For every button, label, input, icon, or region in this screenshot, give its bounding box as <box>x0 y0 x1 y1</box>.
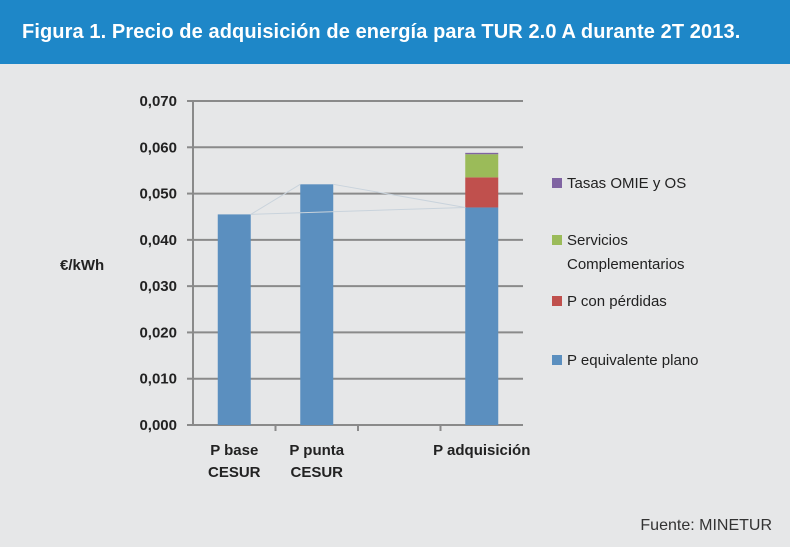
bar-segment <box>465 177 499 208</box>
legend-swatch <box>552 235 562 245</box>
bar-segment <box>465 152 499 155</box>
x-category-label: P punta <box>289 442 344 459</box>
series-line <box>250 183 301 215</box>
y-tick-label: 0,070 <box>139 93 177 110</box>
y-tick-label: 0,030 <box>139 278 177 295</box>
legend-label: Servicios <box>567 232 628 249</box>
series-line <box>333 183 466 208</box>
x-category-label: CESUR <box>290 464 343 481</box>
bar-segment <box>300 184 334 425</box>
y-axis-label: €/kWh <box>60 257 104 274</box>
y-tick-label: 0,060 <box>139 139 177 156</box>
source-note: Fuente: MINETUR <box>640 517 772 534</box>
legend-swatch <box>552 355 562 365</box>
legend-label: P con pérdidas <box>567 293 667 310</box>
legend-swatch <box>552 178 562 188</box>
y-tick-label: 0,040 <box>139 232 177 249</box>
legend-swatch <box>552 296 562 306</box>
figure-header: Figura 1. Precio de adquisición de energ… <box>0 0 790 64</box>
legend-label: Tasas OMIE y OS <box>567 175 686 192</box>
series-line <box>250 206 466 215</box>
y-tick-label: 0,000 <box>139 417 177 434</box>
figure-title: Figura 1. Precio de adquisición de energ… <box>22 20 741 43</box>
bar-segment <box>217 214 251 425</box>
x-category-label: CESUR <box>208 464 261 481</box>
legend-label: Complementarios <box>567 256 685 273</box>
y-tick-label: 0,010 <box>139 371 177 388</box>
legend-label: P equivalente plano <box>567 352 699 369</box>
x-category-label: P base <box>210 442 258 459</box>
bar-segment <box>465 154 499 178</box>
y-tick-label: 0,050 <box>139 186 177 203</box>
bar-segment <box>465 207 499 425</box>
x-category-label: P adquisición <box>433 442 530 459</box>
y-tick-label: 0,020 <box>139 324 177 341</box>
